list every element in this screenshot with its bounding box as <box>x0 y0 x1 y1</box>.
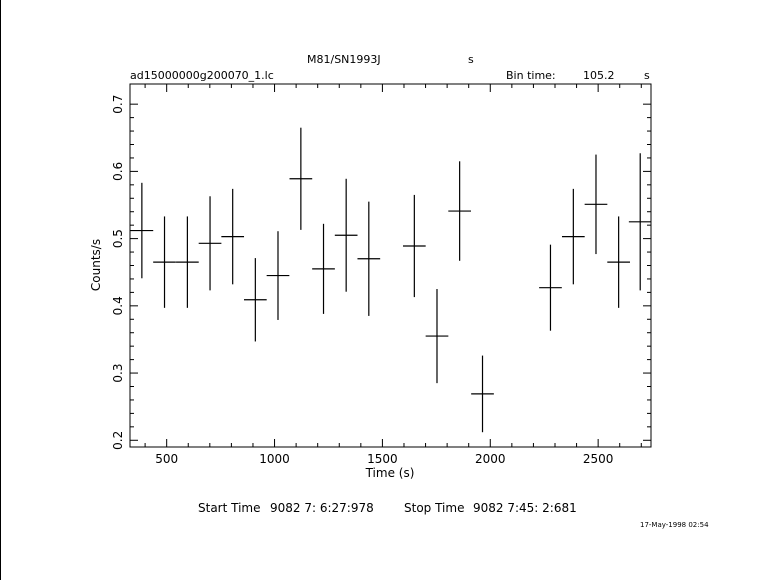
data-point <box>628 153 651 291</box>
data-point <box>198 196 222 291</box>
x-tick-label: 1500 <box>367 452 398 466</box>
bin-time-unit: s <box>644 69 650 82</box>
data-point <box>402 194 426 298</box>
stop-time-value: 9082 7:45: 2:681 <box>473 501 577 515</box>
data-point <box>561 188 585 285</box>
start-time-value: 9082 7: 6:27:978 <box>270 501 374 515</box>
y-tick-label: 0.2 <box>111 431 125 450</box>
data-point <box>176 216 199 308</box>
data-point <box>312 223 335 314</box>
y-tick-label: 0.3 <box>111 364 125 383</box>
object-title: M81/SN1993J <box>307 53 381 66</box>
bin-time-label: Bin time: <box>506 69 556 82</box>
data-point <box>334 178 358 292</box>
y-tick-label: 0.6 <box>111 162 125 181</box>
data-point <box>539 244 562 331</box>
y-tick-label: 0.5 <box>111 229 125 248</box>
y-axis: 0.2 0.3 0.4 0.5 0.6 0.7 <box>111 95 651 450</box>
data-point <box>471 355 494 433</box>
object-title-unit: s <box>468 53 474 66</box>
data-point <box>243 258 267 342</box>
data-point <box>357 201 381 316</box>
filename-label: ad15000000g200070_1.lc <box>130 69 274 82</box>
data-point <box>221 188 245 285</box>
window-left-border <box>0 0 1 580</box>
data-point <box>289 127 313 230</box>
x-axis: 500 1000 1500 2000 2500 <box>144 84 642 466</box>
plot-date: 17-May-1998 02:54 <box>640 521 709 529</box>
x-tick-label: 2000 <box>475 452 506 466</box>
stop-time-label: Stop Time <box>404 501 465 515</box>
x-tick-label: 1000 <box>259 452 290 466</box>
x-axis-label: Time (s) <box>365 466 415 480</box>
data-point <box>266 231 290 320</box>
data-point <box>448 161 471 261</box>
data-point <box>130 182 154 279</box>
y-tick-label: 0.4 <box>111 296 125 315</box>
x-tick-label: 500 <box>155 452 178 466</box>
start-time-label: Start Time <box>198 501 261 515</box>
data-series <box>130 127 651 433</box>
data-point <box>584 154 608 255</box>
y-tick-label: 0.7 <box>111 95 125 114</box>
x-tick-label: 2500 <box>583 452 614 466</box>
data-point <box>153 216 176 308</box>
data-point <box>607 216 630 308</box>
bin-time-value: 105.2 <box>583 69 615 82</box>
data-point <box>425 289 449 384</box>
y-axis-label: Counts/s <box>89 239 103 291</box>
